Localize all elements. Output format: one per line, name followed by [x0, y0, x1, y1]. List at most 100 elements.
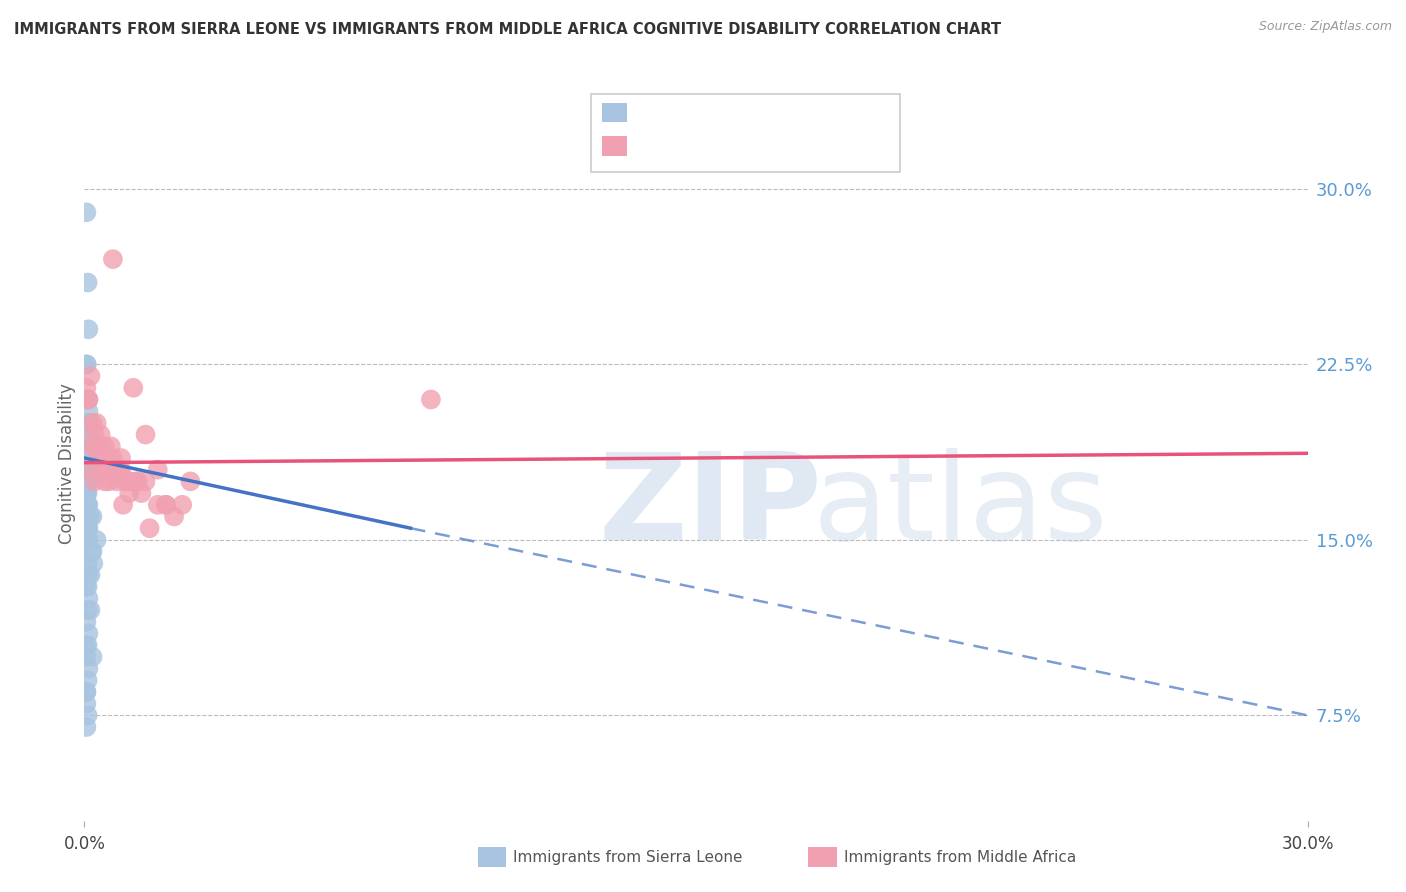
Point	[101, 252, 124, 266]
Point	[75, 486, 97, 500]
Point	[76, 450, 98, 465]
Point	[77, 463, 100, 477]
Point	[90, 427, 112, 442]
Point	[118, 475, 141, 489]
Point	[75, 509, 97, 524]
Point	[93, 439, 117, 453]
Point	[77, 475, 100, 489]
Point	[77, 533, 100, 547]
Point	[76, 580, 98, 594]
Point	[75, 580, 97, 594]
Point	[79, 568, 101, 582]
Point	[76, 486, 98, 500]
Text: Immigrants from Sierra Leone: Immigrants from Sierra Leone	[513, 850, 742, 865]
Point	[122, 381, 145, 395]
Text: Immigrants from Middle Africa: Immigrants from Middle Africa	[844, 850, 1076, 865]
Point	[82, 544, 104, 558]
Point	[135, 427, 157, 442]
Point	[77, 568, 100, 582]
Point	[75, 381, 97, 395]
Point	[76, 521, 98, 535]
Point	[75, 427, 97, 442]
Point	[420, 392, 443, 407]
Point	[76, 392, 98, 407]
Point	[76, 416, 98, 430]
Point	[79, 509, 101, 524]
Point	[83, 475, 105, 489]
Point	[77, 392, 100, 407]
Point	[77, 427, 100, 442]
Point	[77, 450, 100, 465]
Point	[77, 498, 100, 512]
Point	[86, 533, 108, 547]
Point	[82, 416, 104, 430]
Point	[82, 556, 104, 570]
Point	[135, 475, 157, 489]
Point	[104, 463, 127, 477]
Point	[79, 369, 101, 384]
Point	[76, 509, 98, 524]
Point	[105, 475, 128, 489]
Point	[79, 439, 101, 453]
Point	[83, 427, 105, 442]
Point	[112, 498, 135, 512]
Point	[77, 521, 100, 535]
Point	[75, 521, 97, 535]
Point	[127, 475, 149, 489]
Text: R = -0.124   N = 69: R = -0.124 N = 69	[636, 111, 786, 126]
Point	[91, 450, 114, 465]
Point	[76, 498, 98, 512]
Point	[75, 685, 97, 699]
Point	[114, 475, 136, 489]
Point	[76, 475, 98, 489]
Text: Source: ZipAtlas.com: Source: ZipAtlas.com	[1258, 20, 1392, 33]
Point	[75, 486, 97, 500]
Point	[76, 638, 98, 652]
Point	[77, 591, 100, 606]
Point	[75, 720, 97, 734]
Point	[82, 649, 104, 664]
Point	[93, 475, 117, 489]
Point	[101, 450, 124, 465]
Point	[82, 439, 104, 453]
Point	[75, 486, 97, 500]
Point	[91, 463, 114, 477]
Point	[100, 439, 122, 453]
Point	[75, 685, 97, 699]
Point	[77, 322, 100, 336]
Point	[77, 416, 100, 430]
Point	[75, 649, 97, 664]
Point	[77, 392, 100, 407]
Point	[75, 615, 97, 629]
Point	[75, 498, 97, 512]
Point	[76, 463, 98, 477]
Point	[146, 463, 169, 477]
Point	[77, 626, 100, 640]
Point	[86, 416, 108, 430]
Point	[86, 439, 108, 453]
Text: R = 0.009   N = 47: R = 0.009 N = 47	[636, 145, 780, 160]
Y-axis label: Cognitive Disability: Cognitive Disability	[58, 384, 76, 544]
Point	[77, 475, 100, 489]
Point	[87, 450, 110, 465]
Point	[76, 533, 98, 547]
Point	[127, 475, 149, 489]
Text: IMMIGRANTS FROM SIERRA LEONE VS IMMIGRANTS FROM MIDDLE AFRICA COGNITIVE DISABILI: IMMIGRANTS FROM SIERRA LEONE VS IMMIGRAN…	[14, 22, 1001, 37]
Point	[76, 358, 98, 372]
Point	[77, 475, 100, 489]
Point	[138, 521, 160, 535]
Text: ZIP: ZIP	[598, 448, 823, 566]
Point	[79, 463, 101, 477]
Point	[118, 486, 141, 500]
Point	[179, 475, 201, 489]
Point	[97, 475, 120, 489]
Point	[77, 463, 100, 477]
Point	[79, 603, 101, 617]
Point	[96, 463, 118, 477]
Point	[76, 708, 98, 723]
Point	[75, 205, 97, 219]
Point	[77, 662, 100, 676]
Point	[155, 498, 177, 512]
Point	[76, 276, 98, 290]
Point	[76, 450, 98, 465]
